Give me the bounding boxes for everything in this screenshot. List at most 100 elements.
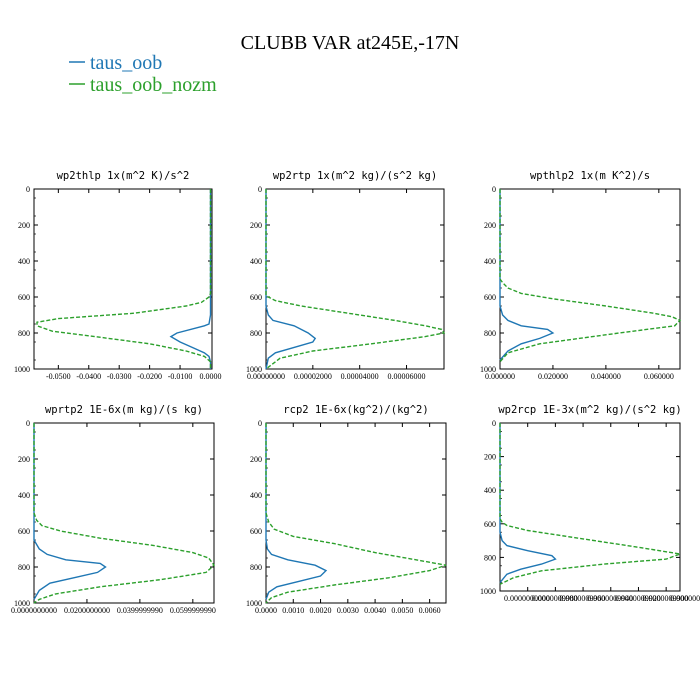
series-line-taus-oob [265,423,328,600]
panel-2: wp2rtp 1x(m^2 kg)/(s^2 kg) 0 200 400 600 800 1… [246,170,446,381]
x-tick-label: 0.0000009920 [615,594,661,603]
series-line-taus-oob-nozm [499,189,682,363]
y-tick-label: 0 [258,419,262,428]
y-tick-label: 800 [484,329,496,338]
x-tick-label: -0.0300 [107,372,132,381]
panel-3: wpthlp2 1x(m K^2)/s 0 200 400 600 800 10000.00… [480,170,682,381]
y-tick-label: 800 [250,563,262,572]
y-tick-label: 400 [484,486,496,495]
y-tick-label: 800 [250,329,262,338]
x-tick-label: 0.0000000000 [504,594,550,603]
panel-title: rcp2 1E-6x(kg^2)/(kg^2) [283,404,428,416]
x-tick-label: 0.0000000000 [11,606,57,615]
x-tick-label: 0.0000 [255,606,277,615]
y-tick-label: 600 [250,527,262,536]
legend-item-taus-oob-nozm: taus_oob_nozm [69,74,217,96]
series-line-taus-oob [169,189,212,369]
y-tick-label: 1000 [246,365,262,374]
plot-frame [33,188,213,370]
y-tick-label: 1000 [14,365,30,374]
x-tick-label: 0.020000 [538,372,568,381]
x-tick-label: -0.0400 [76,372,101,381]
y-tick-label: 200 [250,221,262,230]
figure-title: CLUBB VAR at245E,-17N [241,32,460,54]
series-line-taus-oob [499,423,557,584]
x-tick-label: 0.0000 [199,372,221,381]
x-tick-label: 0.0060 [419,606,441,615]
y-tick-label: 1000 [480,365,496,374]
x-tick-label: 0.0399999990 [117,606,163,615]
x-tick-label: 0.040000 [591,372,621,381]
x-tick-label: 0.0040 [364,606,386,615]
y-tick-label: 400 [484,257,496,266]
panel-title: wp2rtp 1x(m^2 kg)/(s^2 kg) [273,170,437,182]
x-tick-label: -0.0100 [168,372,193,381]
legend-label-taus-oob: taus_oob [90,52,162,74]
y-tick-label: 200 [484,221,496,230]
y-tick-label: 1000 [246,599,262,608]
y-tick-label: 0 [492,185,496,194]
panel-4: wprtp2 1E-6x(m kg)/(s kg) 0 200 400 600 800 10… [11,404,216,615]
y-tick-label: 200 [250,455,262,464]
x-tick-label: 0.0599999990 [170,606,216,615]
panel-6: wp2rcp 1E-3x(m^2 kg)/(s^2 kg)0 200 400 600 8… [480,404,700,603]
x-tick-label: -0.0200 [137,372,162,381]
legend-label-taus-oob-nozm: taus_oob_nozm [90,74,217,96]
panel-title: wpthlp2 1x(m K^2)/s [530,170,650,182]
legend-item-taus-oob: taus_oob [69,52,162,74]
x-tick-label: 0.00002000 [294,372,332,381]
y-tick-label: 600 [18,527,30,536]
panel-5: rcp2 1E-6x(kg^2)/(kg^2) 0 200 400 600 800 1000… [246,404,447,615]
y-tick-label: 400 [250,491,262,500]
y-tick-label: 400 [18,257,30,266]
x-tick-label: 0.0000009960 [559,594,605,603]
y-tick-label: 800 [18,563,30,572]
panel-1: wp2thlp 1x(m^2 K)/s^2 0 200 400 600 800 1000 -0… [14,170,221,381]
panels: wp2thlp 1x(m^2 K)/s^2 0 200 400 600 800 1000 -0… [11,170,700,615]
x-tick-label: 0.00004000 [341,372,379,381]
x-tick-label: 0.0000009940 [587,594,633,603]
plot-frame [265,188,445,370]
series-line-taus-oob [265,189,317,370]
y-tick-label: 200 [18,221,30,230]
series-line-taus-oob-nozm [36,189,212,369]
series-line-taus-oob-nozm [265,423,447,604]
panel-title: wp2rcp 1E-3x(m^2 kg)/(s^2 kg) [498,404,681,416]
y-tick-label: 0 [26,419,30,428]
y-tick-label: 400 [18,491,30,500]
series-line-taus-oob [33,423,107,600]
y-tick-label: 0 [492,419,496,428]
x-tick-label: -0.0500 [46,372,71,381]
x-tick-label: 0.0000009900 [642,594,688,603]
panel-title: wp2thlp 1x(m^2 K)/s^2 [57,170,190,182]
y-tick-label: 600 [18,293,30,302]
x-tick-label: 0.0030 [337,606,359,615]
y-tick-label: 200 [18,455,30,464]
x-tick-label: 0.0200000000 [64,606,110,615]
y-tick-label: 800 [18,329,30,338]
x-tick-label: 0.0010 [282,606,304,615]
series-line-taus-oob [499,189,555,361]
y-tick-label: 1000 [480,587,496,596]
y-tick-label: 600 [484,293,496,302]
x-tick-label: 0.000000 [485,372,515,381]
y-tick-label: 400 [250,257,262,266]
y-tick-label: 0 [258,185,262,194]
series-line-taus-oob-nozm [33,423,215,604]
x-tick-label: 0.060000 [644,372,674,381]
series-line-taus-oob-nozm [265,189,446,370]
y-tick-label: 200 [484,453,496,462]
y-tick-label: 800 [484,553,496,562]
panel-title: wprtp2 1E-6x(m kg)/(s kg) [45,404,203,416]
y-tick-label: 600 [250,293,262,302]
y-tick-label: 0 [26,185,30,194]
legend: taus_oob taus_oob_nozm [69,52,217,96]
y-tick-label: 1000 [14,599,30,608]
x-tick-label: 0.00000000 [247,372,285,381]
x-tick-label: 0.0050 [391,606,413,615]
x-tick-label: 0.0000009980 [532,594,578,603]
plot-frame [265,422,447,604]
x-tick-label: 0.00006000 [388,372,426,381]
y-tick-label: 600 [484,520,496,529]
